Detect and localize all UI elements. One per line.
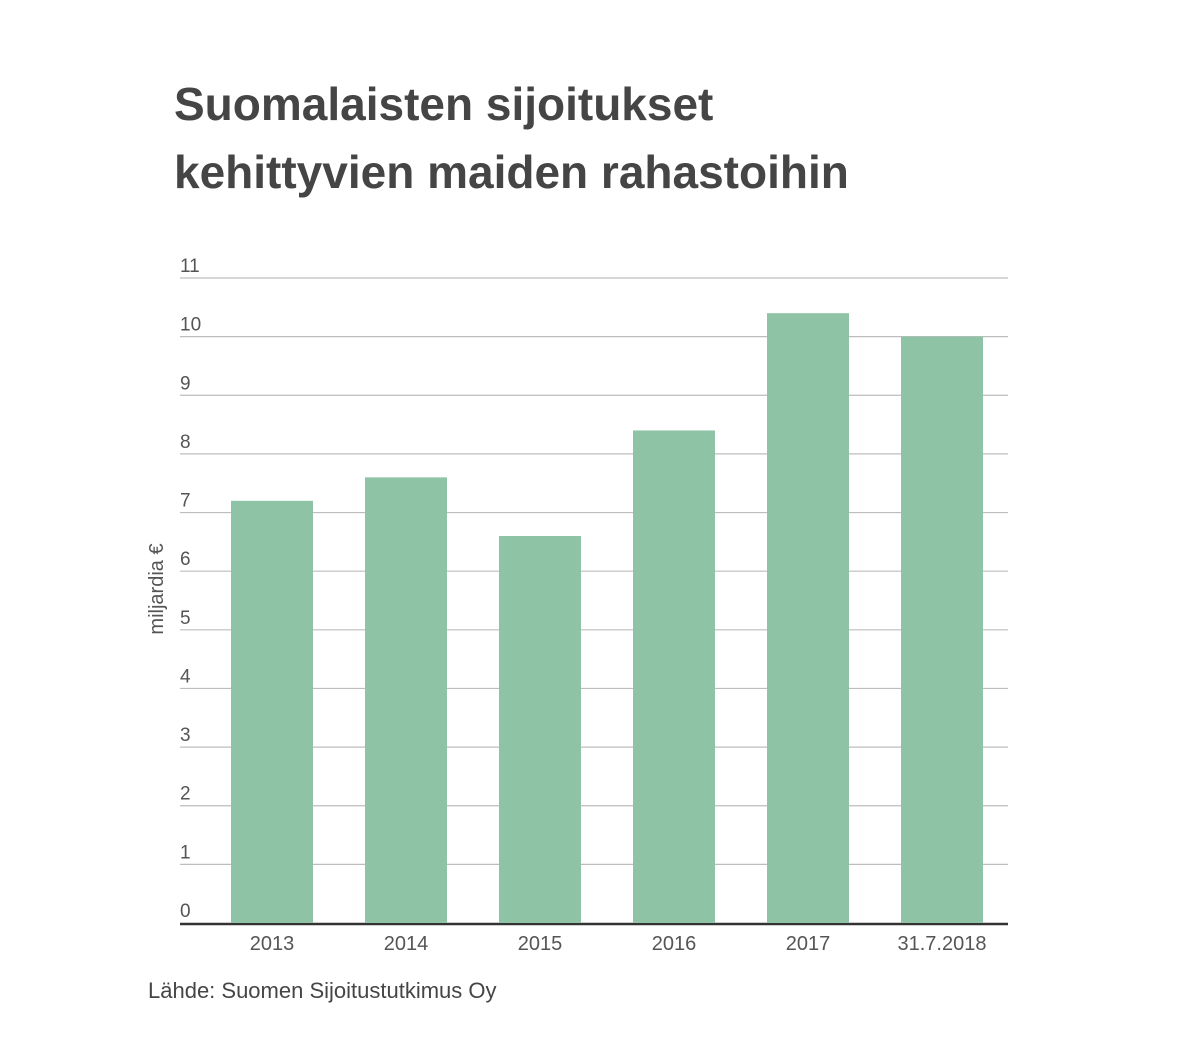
x-tick-label-2014: 2014: [384, 933, 429, 955]
y-tick-label-7: 7: [180, 491, 191, 512]
bars: [231, 313, 983, 923]
source-note: Lähde: Suomen Sijoitustutkimus Oy: [148, 978, 497, 1003]
bar-2017: [767, 313, 849, 923]
y-tick-label-4: 4: [180, 666, 191, 687]
y-tick-label-9: 9: [180, 373, 191, 394]
x-tick-label-2016: 2016: [652, 933, 697, 955]
y-tick-label-11: 11: [180, 256, 200, 277]
labels: 0 1 2 3 4 5 6 7 8 9 10 11 2013 2014 2015 2016 2017 31.7.2…: [180, 256, 986, 955]
chart-title-line-1: Suomalaisten sijoitukset: [174, 78, 714, 130]
x-tick-label-2017: 2017: [786, 933, 831, 955]
y-tick-label-10: 10: [180, 315, 201, 336]
y-tick-label-6: 6: [180, 549, 191, 570]
y-tick-label-8: 8: [180, 432, 191, 453]
gridlines: [180, 277, 1008, 926]
y-tick-label-2: 2: [180, 784, 191, 805]
y-tick-label-0: 0: [180, 901, 191, 922]
bar-2014: [365, 477, 447, 923]
bar-2013: [231, 500, 313, 923]
x-tick-label-2015: 2015: [518, 933, 563, 955]
y-axis-title: miljardia €: [146, 543, 168, 634]
x-tick-label-2013: 2013: [250, 933, 295, 955]
y-tick-label-1: 1: [180, 842, 191, 863]
y-tick-label-3: 3: [180, 725, 191, 746]
chart-title-line-2: kehittyvien maiden rahastoihin: [174, 146, 849, 198]
bar-31.7.2018: [901, 336, 983, 923]
bar-2016: [633, 430, 715, 923]
chart-title: Suomalaisten sijoitukset kehittyvien mai…: [174, 70, 1134, 206]
x-tick-label-31.7.2018: 31.7.2018: [898, 933, 987, 955]
y-tick-label-5: 5: [180, 608, 191, 629]
bar-2015: [499, 536, 581, 923]
